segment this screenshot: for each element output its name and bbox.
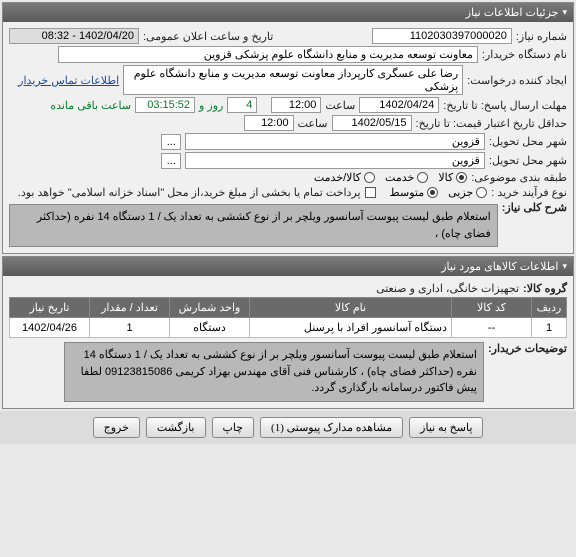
- need-details-panel: ▾ جزئیات اطلاعات نیاز شماره نیاز: 110203…: [2, 2, 574, 254]
- reply-time-label: ساعت: [325, 99, 355, 112]
- remain-time-field: 03:15:52: [135, 97, 195, 113]
- process-opt0-label: جزیی: [448, 186, 473, 199]
- class-option-0[interactable]: کالا: [438, 171, 467, 184]
- validity-date-field: 1402/05/15: [332, 115, 412, 131]
- days-field: 4: [227, 97, 257, 113]
- buyer-note-label: توضیحات خریدار:: [488, 342, 567, 355]
- radio-icon: [476, 187, 487, 198]
- buyer-note-box: استعلام طبق لیست پیوست آسانسور ویلچر بر …: [64, 342, 484, 402]
- col-qty: تعداد / مقدار: [90, 298, 170, 318]
- col-name: نام کالا: [250, 298, 452, 318]
- creator-field: رضا علی عسگری کارپرداز معاونت توسعه مدیر…: [123, 65, 463, 95]
- attachments-button[interactable]: مشاهده مدارک پیوستی (1): [260, 417, 403, 438]
- group-label: گروه کالا:: [523, 282, 567, 295]
- goods-info-panel: ▾ اطلاعات کالاهای مورد نیاز گروه کالا: ت…: [2, 256, 574, 409]
- col-code: کد کالا: [452, 298, 532, 318]
- panel1-body: شماره نیاز: 1102030397000020 تاریخ و ساع…: [3, 22, 573, 253]
- cell-unit: دستگاه: [170, 318, 250, 338]
- validity-time-label: ساعت: [298, 117, 328, 130]
- buyer-org-field: معاونت توسعه مدیریت و منابع دانشگاه علوم…: [58, 46, 478, 63]
- panel2-title: اطلاعات کالاهای مورد نیاز: [441, 260, 558, 273]
- city1-more-button[interactable]: ...: [161, 134, 181, 150]
- collapse-icon[interactable]: ▾: [562, 7, 567, 18]
- process-radio-group: جزیی متوسط: [390, 186, 488, 199]
- summary-label: شرح کلی نیاز:: [502, 201, 567, 214]
- need-no-field: 1102030397000020: [372, 28, 512, 44]
- cell-name: دستگاه آسانسور افراد با پرسنل: [250, 318, 452, 338]
- city2-field: قزوین: [185, 152, 485, 169]
- summary-box: استعلام طبق لیست پیوست آسانسور ویلچر بر …: [9, 204, 498, 247]
- city2-more-button[interactable]: ...: [161, 153, 181, 169]
- print-button[interactable]: چاپ: [212, 417, 255, 438]
- process-label: نوع فرآیند خرید :: [491, 186, 567, 199]
- validity-label: حداقل تاریخ اعتبار قیمت: تا تاریخ:: [416, 117, 567, 130]
- class-label: طبقه بندی موضوعی:: [471, 171, 567, 184]
- class-option-1[interactable]: خدمت: [385, 171, 428, 184]
- panel2-header: ▾ اطلاعات کالاهای مورد نیاز: [3, 257, 573, 276]
- radio-icon: [427, 187, 438, 198]
- reply-time-field: 12:00: [271, 97, 321, 113]
- cell-date: 1402/04/26: [10, 318, 90, 338]
- reply-date-field: 1402/04/24: [359, 97, 439, 113]
- back-button[interactable]: بازگشت: [146, 417, 206, 438]
- col-unit: واحد شمارش: [170, 298, 250, 318]
- footer-buttons: پاسخ به نیاز مشاهده مدارک پیوستی (1) چاپ…: [0, 411, 576, 444]
- radio-icon: [417, 172, 428, 183]
- validity-time-field: 12:00: [244, 115, 294, 131]
- collapse-icon[interactable]: ▾: [562, 261, 567, 272]
- buyer-org-label: نام دستگاه خریدار:: [482, 48, 567, 61]
- panel1-title: جزئیات اطلاعات نیاز: [466, 6, 559, 19]
- panel2-body: گروه کالا: تجهیزات خانگی، اداری و صنعتی …: [3, 276, 573, 408]
- need-no-label: شماره نیاز:: [516, 30, 567, 43]
- reply-button[interactable]: پاسخ به نیاز: [409, 417, 483, 438]
- announce-label: تاریخ و ساعت اعلان عمومی:: [143, 30, 273, 43]
- radio-icon: [456, 172, 467, 183]
- table-row[interactable]: 1 -- دستگاه آسانسور افراد با پرسنل دستگا…: [10, 318, 567, 338]
- class-option-2[interactable]: کالا/خدمت: [314, 171, 375, 184]
- remain-label: ساعت باقی مانده: [50, 99, 131, 112]
- goods-table: ردیف کد کالا نام کالا واحد شمارش تعداد /…: [9, 297, 567, 338]
- col-date: تاریخ نیاز: [10, 298, 90, 318]
- announce-field: 1402/04/20 - 08:32: [9, 28, 139, 44]
- cell-qty: 1: [90, 318, 170, 338]
- process-option-0[interactable]: جزیی: [448, 186, 487, 199]
- col-row: ردیف: [532, 298, 567, 318]
- days-label: روز و: [199, 99, 223, 112]
- class-opt0-label: کالا: [438, 171, 453, 184]
- payment-checkbox[interactable]: [365, 187, 376, 198]
- exit-button[interactable]: خروج: [93, 417, 140, 438]
- city1-field: قزوین: [185, 133, 485, 150]
- cell-code: --: [452, 318, 532, 338]
- class-opt2-label: کالا/خدمت: [314, 171, 361, 184]
- reply-deadline-label: مهلت ارسال پاسخ: تا تاریخ:: [443, 99, 567, 112]
- radio-icon: [364, 172, 375, 183]
- city1-label: شهر محل تحویل:: [489, 135, 567, 148]
- class-radio-group: کالا خدمت کالا/خدمت: [314, 171, 467, 184]
- creator-label: ایجاد کننده درخواست:: [467, 74, 567, 87]
- cell-row: 1: [532, 318, 567, 338]
- class-opt1-label: خدمت: [385, 171, 414, 184]
- panel1-header: ▾ جزئیات اطلاعات نیاز: [3, 3, 573, 22]
- city2-label: شهر محل تحویل:: [489, 154, 567, 167]
- payment-note: پرداخت تمام یا بخشی از مبلغ خرید،از محل …: [18, 186, 361, 199]
- table-header-row: ردیف کد کالا نام کالا واحد شمارش تعداد /…: [10, 298, 567, 318]
- contact-link[interactable]: اطلاعات تماس خریدار: [18, 74, 119, 87]
- process-option-1[interactable]: متوسط: [390, 186, 439, 199]
- process-opt1-label: متوسط: [390, 186, 425, 199]
- group-value: تجهیزات خانگی، اداری و صنعتی: [376, 282, 519, 295]
